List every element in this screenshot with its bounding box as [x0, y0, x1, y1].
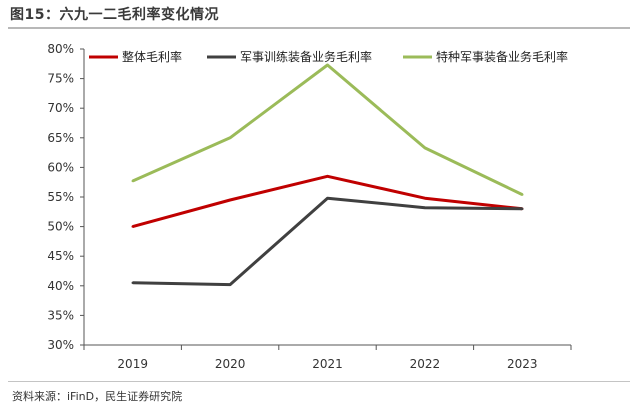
data-point: [423, 146, 427, 150]
legend-label-0: 整体毛利率: [122, 49, 182, 64]
data-point: [326, 196, 329, 200]
y-tick-label: 70%: [47, 101, 74, 115]
series-line-0: [132, 174, 523, 229]
y-tick-label: 60%: [47, 160, 74, 174]
y-tick-label: 50%: [47, 220, 74, 234]
y-tick-label: 35%: [47, 308, 74, 322]
legend-label-2: 特种军事装备业务毛利率: [436, 49, 568, 64]
chart-legend: 整体毛利率 军事训练装备业务毛利率 特种军事装备业务毛利率: [89, 49, 568, 64]
x-tick-label: 2019: [117, 357, 148, 371]
chart-series: [131, 63, 524, 287]
data-point: [131, 225, 134, 228]
data-point: [521, 193, 524, 196]
y-tick-label: 30%: [47, 338, 74, 352]
chart-axes: 30% 35% 40% 45% 50% 55% 60% 65% 70% 75% 80% 2019 202…: [47, 42, 572, 371]
chart-title: 图15：六九一二毛利率变化情况: [10, 7, 219, 23]
data-point: [228, 198, 232, 202]
footer-divider: [8, 381, 630, 382]
data-point: [131, 281, 134, 285]
x-tick-label: 2022: [410, 357, 441, 371]
x-tick-label: 2023: [507, 357, 538, 371]
data-point: [423, 206, 427, 209]
y-tick-label: 80%: [47, 42, 74, 56]
data-point: [423, 196, 427, 200]
source-note: 资料来源：iFinD，民生证券研究院: [12, 390, 183, 403]
data-point: [521, 207, 524, 211]
data-point: [228, 283, 232, 286]
data-point: [131, 179, 134, 183]
data-point: [228, 136, 232, 139]
y-tick-label: 40%: [47, 279, 74, 293]
y-tick-label: 55%: [47, 190, 74, 204]
y-tick-label: 75%: [47, 72, 74, 86]
title-divider: [8, 27, 630, 29]
data-point: [326, 63, 329, 67]
data-point: [326, 175, 329, 178]
legend-label-1: 军事训练装备业务毛利率: [240, 49, 372, 64]
x-tick-label: 2020: [215, 357, 246, 371]
x-tick-label: 2021: [312, 357, 343, 371]
y-tick-label: 65%: [47, 131, 74, 145]
y-tick-label: 45%: [47, 249, 74, 263]
